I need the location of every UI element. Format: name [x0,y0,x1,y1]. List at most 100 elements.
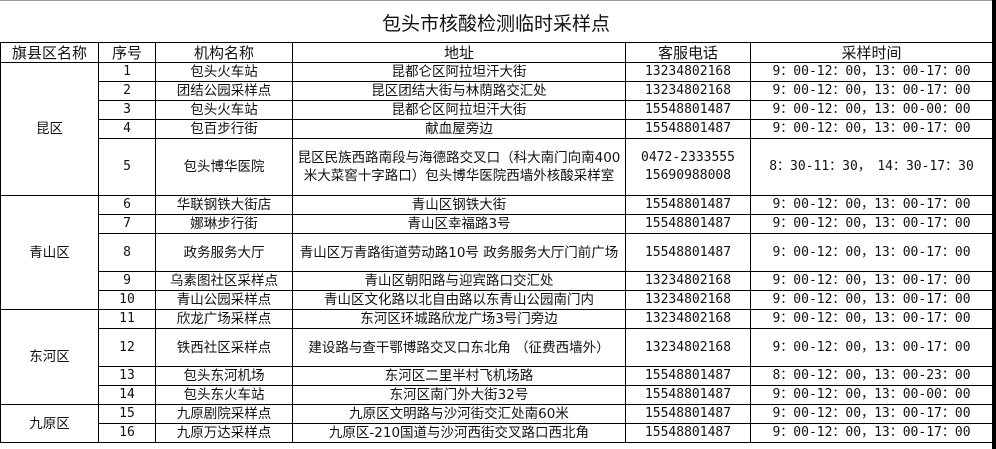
sampling-time: 9：00-12：00，13：00-17：00 [750,309,993,329]
table-row: 3 包头火车站 昆都仑区阿拉坦汗大街 15548801487 9：00-12：00，13… [1,100,993,120]
phone: 15548801487 [625,100,751,120]
district-cell: 九原区 [0,404,99,443]
table-row: 8 政务服务大厅 青山区万青路街道劳动路10号 政务服务大厅门前广场 15548801… [1,233,993,272]
row-number: 2 [98,81,156,101]
address: 昆都仑区阿拉坦汗大街 [292,62,626,82]
table-row: 九原区 15 九原剧院采样点 九原区文明路与沙河街交汇处南60米 15548801487… [0,404,993,443]
org-name: 团结公园采样点 [155,81,293,101]
org-name: 欣龙广场采样点 [155,309,293,329]
phone: 13234802168 [625,309,751,329]
phone: 15548801487 [625,233,751,272]
table-row: 9 乌素图社区采样点 青山区朝阳路与迎宾路口交汇处 13234802168 9：00-1… [1,271,993,291]
address: 青山区幸福路3号 [292,214,626,234]
address: 东河区环城路欣龙广场3号门旁边 [292,309,626,329]
district-cell: 东河区 [0,309,99,405]
sampling-time: 9：00-12：00，13：00-17：00 [750,214,993,234]
header-row: 旗县区名称 序号 机构名称 地址 客服电话 采样时间 [0,42,993,63]
address: 昆区团结大街与林荫路交汇处 [292,81,626,101]
address: 昆都仑区阿拉坦汗大街 [292,100,626,120]
sampling-time: 8：30-11：30， 14：30-17：30 [750,138,993,196]
sampling-time: 9：00-12：00，13：00-17：00 [750,423,993,443]
org-name: 九原剧院采样点 [155,404,293,424]
phone: 13234802168 [625,328,751,367]
sampling-sites-table: 旗县区名称 序号 机构名称 地址 客服电话 采样时间 昆区 1 包头火车站 昆都仑区阿… [0,42,993,443]
phone: 13234802168 [625,81,751,101]
org-name: 华联钢铁大街店 [155,195,293,215]
phone: 13234802168 [625,271,751,291]
row-number: 14 [98,385,156,405]
phone: 13234802168 [625,290,751,310]
row-number: 10 [98,290,156,310]
org-name: 政务服务大厅 [155,233,293,272]
table-row: 10 青山公园采样点 青山区文化路以北自由路以东青山公园南门内 13234802168… [1,290,993,310]
address: 建设路与查干鄂博路交叉口东北角 （征费西墙外） [292,328,626,367]
table-row: 2 团结公园采样点 昆区团结大街与林荫路交汇处 13234802168 9：00-12：… [1,81,993,101]
address: 九原区文明路与沙河街交汇处南60米 [292,404,626,424]
org-name: 乌素图社区采样点 [155,271,293,291]
address: 青山区万青路街道劳动路10号 政务服务大厅门前广场 [292,233,626,272]
table-row: 青山区 6 华联钢铁大街店 青山区钢铁大街 15548801487 9：00-12：00，… [0,195,993,310]
sampling-time: 9：00-12：00，13：00-17：00 [750,233,993,272]
table-row: 4 包百步行街 献血屋旁边 15548801487 9：00-12：00，13：00-1… [1,119,993,139]
table-row: 12 铁西社区采样点 建设路与查干鄂博路交叉口东北角 （征费西墙外） 13234802… [1,328,993,367]
sampling-time: 9：00-12：00，13：00-17：00 [750,119,993,139]
header-district: 旗县区名称 [0,42,99,63]
org-name: 包头东河机场 [155,366,293,386]
phone: 15548801487 [625,195,751,215]
sampling-time: 9：00-12：00，13：00-17：00 [750,328,993,367]
phone: 15548801487 [625,385,751,405]
page-title: 包头市核酸检测临时采样点 [0,0,992,43]
row-number: 11 [98,309,156,329]
row-number: 4 [98,119,156,139]
phone: 13234802168 [625,62,751,82]
sampling-time: 9：00-12：00，13：00-17：00 [750,271,993,291]
org-name: 九原万达采样点 [155,423,293,443]
row-number: 12 [98,328,156,367]
phone: 15548801487 [625,423,751,443]
row-number: 5 [98,138,156,196]
phone: 15548801487 [625,119,751,139]
row-number: 16 [98,423,156,443]
table-row: 13 包头东河机场 东河区二里半村飞机场路 15548801487 8：00-12：00… [1,366,993,386]
sampling-time: 9：00-12：00，13：00-17：00 [750,81,993,101]
row-number: 8 [98,233,156,272]
org-name: 包头火车站 [155,62,293,82]
org-name: 娜琳步行街 [155,214,293,234]
address: 青山区朝阳路与迎宾路口交汇处 [292,271,626,291]
table-row: 16 九原万达采样点 九原区-210国道与沙河西街交叉路口西北角 1554880148… [1,423,993,443]
address: 青山区文化路以北自由路以东青山公园南门内 [292,290,626,310]
phone: 15548801487 [625,214,751,234]
row-number: 1 [98,62,156,82]
sampling-time: 9：00-12：00，13：00-17：00 [750,404,993,424]
table-row: 14 包头东火车站 东河区南门外大街32号 15548801487 9：00-12：00… [1,385,993,405]
phone: 0472-2333555 15690988008 [625,138,751,196]
edge-bar [992,0,996,449]
sampling-time: 9：00-12：00，13：00-17：00 [750,62,993,82]
sampling-time: 9：00-12：00，13：00-17：00 [750,195,993,215]
header-org: 机构名称 [155,42,293,63]
header-no: 序号 [98,42,156,63]
sampling-time: 8：00-12：00，13：00-23：00 [750,366,993,386]
org-name: 包头博华医院 [155,138,293,196]
district-cell: 昆区 [0,62,99,196]
header-time: 采样时间 [750,42,993,63]
phone: 15548801487 [625,404,751,424]
org-name: 青山公园采样点 [155,290,293,310]
table-row: 东河区 11 欣龙广场采样点 东河区环城路欣龙广场3号门旁边 13234802168 9：… [0,309,993,405]
address: 九原区-210国道与沙河西街交叉路口西北角 [292,423,626,443]
sampling-time: 9：00-12：00，13：00-00：00 [750,100,993,120]
org-name: 铁西社区采样点 [155,328,293,367]
row-number: 9 [98,271,156,291]
row-number: 6 [98,195,156,215]
sampling-time: 9：00-12：00，13：00-00：00 [750,385,993,405]
org-name: 包头火车站 [155,100,293,120]
address: 昆区民族西路南段与海德路交叉口（科大南门向南400米大菜窖十字路口）包头博华医院… [292,138,626,196]
row-number: 3 [98,100,156,120]
table-row: 5 包头博华医院 昆区民族西路南段与海德路交叉口（科大南门向南400米大菜窖十字路口… [1,138,993,196]
address: 青山区钢铁大街 [292,195,626,215]
header-address: 地址 [292,42,626,63]
table-row: 7 娜琳步行街 青山区幸福路3号 15548801487 9：00-12：00，13：0… [1,214,993,234]
sampling-time: 9：00-12：00，13：00-17：00 [750,290,993,310]
header-phone: 客服电话 [625,42,751,63]
phone: 15548801487 [625,366,751,386]
